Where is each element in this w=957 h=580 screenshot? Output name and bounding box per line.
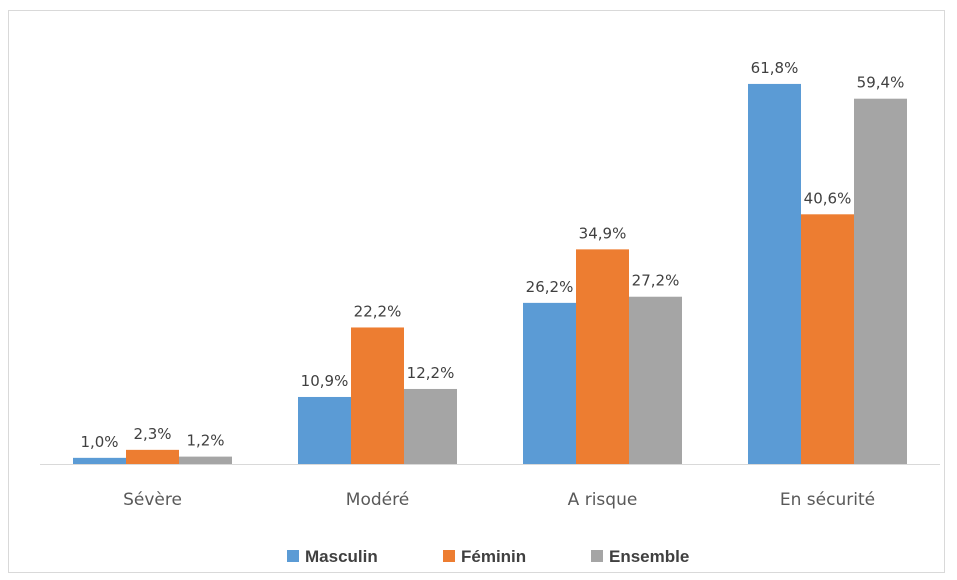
bar <box>629 296 682 464</box>
category-label: Modéré <box>346 490 409 510</box>
bar <box>854 98 907 464</box>
bar <box>298 396 351 464</box>
data-label: 61,8% <box>751 59 799 77</box>
data-label: 12,2% <box>407 364 455 382</box>
legend-swatch <box>287 550 299 562</box>
bar <box>576 249 629 464</box>
legend-swatch <box>443 550 455 562</box>
data-label: 26,2% <box>526 278 574 296</box>
category-label: A risque <box>568 490 638 510</box>
data-label: 22,2% <box>354 302 402 320</box>
bar <box>748 83 801 465</box>
data-label: 1,0% <box>80 433 118 451</box>
bar <box>73 457 126 464</box>
data-label: 10,9% <box>301 372 349 390</box>
bar <box>126 449 179 464</box>
legend-swatch <box>591 550 603 562</box>
data-label: 2,3% <box>133 425 171 443</box>
legend-label: Masculin <box>305 547 378 566</box>
bar <box>404 388 457 464</box>
bar <box>523 302 576 464</box>
data-label: 34,9% <box>579 224 627 242</box>
bar <box>801 214 854 464</box>
bar <box>179 456 232 464</box>
category-label: En sécurité <box>780 490 875 510</box>
data-label: 59,4% <box>857 74 905 92</box>
category-label: Sévère <box>123 490 182 510</box>
data-label: 1,2% <box>186 432 224 450</box>
legend-label: Ensemble <box>609 547 689 566</box>
data-label: 27,2% <box>632 272 680 290</box>
data-label: 40,6% <box>804 189 852 207</box>
legend-label: Féminin <box>461 547 526 566</box>
bar <box>351 327 404 464</box>
